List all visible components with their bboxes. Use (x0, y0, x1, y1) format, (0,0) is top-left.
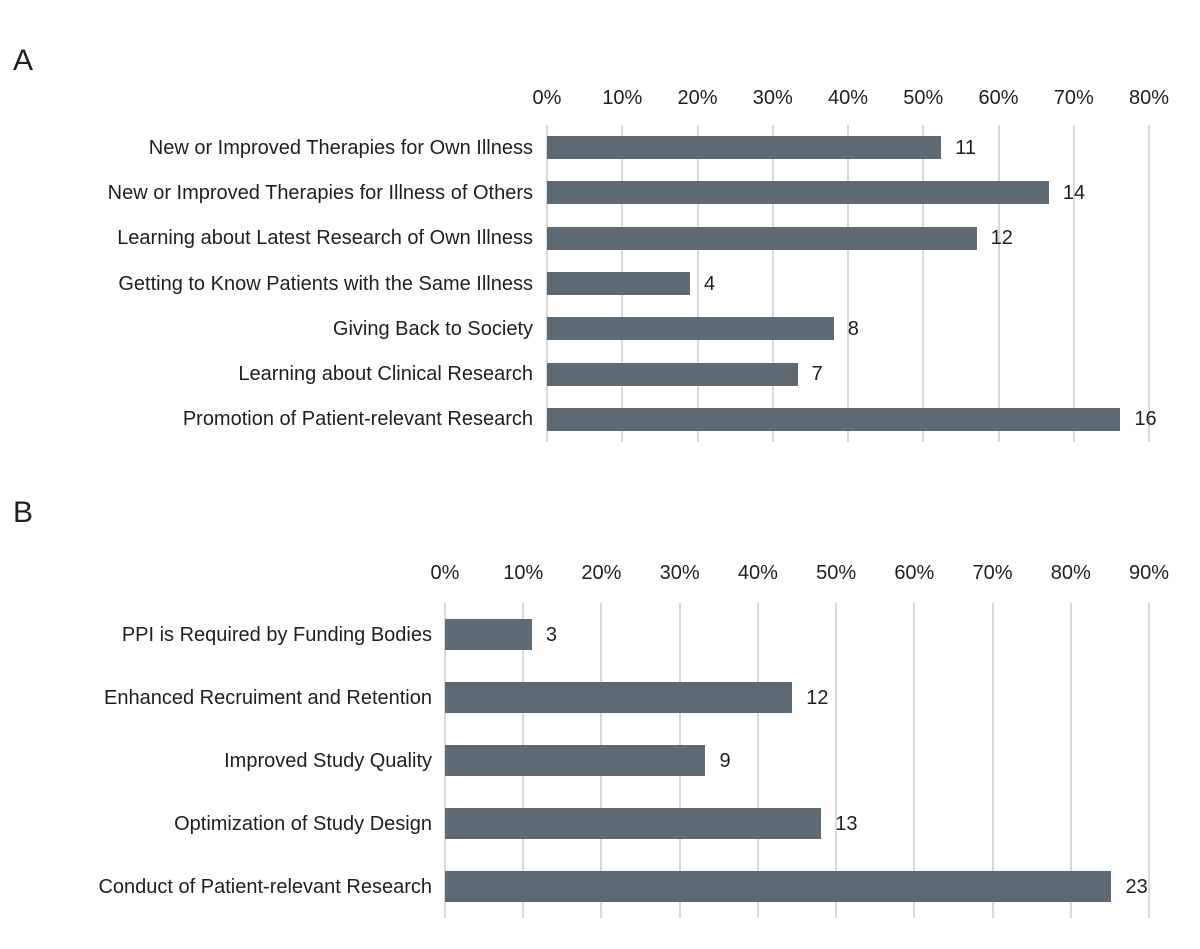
x-axis-tick-label: 30% (659, 562, 700, 584)
gridline (1148, 125, 1150, 442)
value-label: 4 (703, 272, 716, 295)
x-axis-tick-label: 40% (737, 562, 778, 584)
x-axis-tick-label: 70% (972, 562, 1013, 584)
bar (547, 407, 1121, 431)
x-axis-tick-label: 0% (532, 87, 562, 109)
bar (547, 272, 690, 295)
x-axis-tick-label: 30% (752, 87, 793, 109)
value-label: 11 (955, 136, 977, 159)
gridline (997, 125, 1000, 442)
x-axis-tick-label: 50% (903, 87, 944, 109)
gridline (771, 125, 774, 442)
bar (445, 745, 706, 776)
gridline (1148, 603, 1150, 918)
x-axis-tick-label: 90% (1128, 562, 1170, 584)
gridline (991, 603, 994, 918)
x-axis-tick-label: 10% (503, 562, 544, 584)
gridline (696, 125, 699, 442)
bar (547, 136, 942, 160)
category-label: Conduct of Patient-relevant Research (98, 875, 432, 898)
gridline (922, 125, 925, 442)
bar (547, 226, 977, 250)
gridline (1072, 125, 1075, 442)
value-label: 9 (719, 749, 731, 772)
value-label: 14 (1062, 181, 1086, 204)
gridline (847, 125, 849, 442)
category-label: Learning about Clinical Research (238, 363, 533, 386)
category-label: New or Improved Therapies for Illness of… (107, 181, 533, 204)
bar (445, 808, 822, 839)
category-label: Promotion of Patient-relevant Research (182, 408, 533, 431)
x-axis-tick-label: 20% (677, 87, 718, 109)
gridline (756, 603, 759, 918)
x-axis-tick-label: 70% (1053, 87, 1094, 109)
category-label: Getting to Know Patients with the Same I… (118, 272, 533, 295)
value-label: 12 (806, 686, 829, 709)
bar (547, 317, 834, 341)
category-label: Enhanced Recruiment and Retention (104, 686, 432, 709)
x-axis-tick-label: 80% (1050, 562, 1091, 584)
value-label: 16 (1134, 408, 1157, 431)
category-label: Improved Study Quality (224, 749, 432, 772)
gridline (835, 603, 838, 918)
gridline (913, 603, 916, 918)
value-label: 12 (990, 227, 1013, 250)
category-label: Optimization of Study Design (174, 812, 432, 835)
value-label: 7 (811, 363, 823, 386)
value-label: 23 (1125, 875, 1148, 898)
bar (445, 619, 532, 650)
x-axis-tick-label: 10% (602, 87, 643, 109)
x-axis-tick-label: 80% (1128, 87, 1170, 109)
value-label: 13 (835, 812, 858, 835)
x-axis-tick-label: 20% (581, 562, 622, 584)
category-label: New or Improved Therapies for Own Illnes… (148, 136, 533, 159)
panel-b-letter: B (13, 496, 34, 529)
value-label: 3 (545, 623, 557, 646)
x-axis-tick-label: 50% (816, 562, 857, 584)
x-axis-tick-label: 60% (894, 562, 935, 584)
category-label: Giving Back to Society (332, 317, 533, 340)
x-axis-tick-label: 60% (978, 87, 1019, 109)
bar (547, 362, 798, 386)
category-label: PPI is Required by Funding Bodies (121, 623, 432, 646)
x-axis-tick-label: 40% (827, 87, 869, 109)
bar (445, 871, 1112, 902)
panel-a-letter: A (13, 44, 34, 77)
gridline (1069, 603, 1072, 918)
x-axis-tick-label: 0% (430, 562, 460, 584)
value-label: 8 (847, 317, 859, 340)
bar (445, 682, 793, 713)
bar (547, 181, 1049, 205)
category-label: Learning about Latest Research of Own Il… (117, 227, 533, 250)
